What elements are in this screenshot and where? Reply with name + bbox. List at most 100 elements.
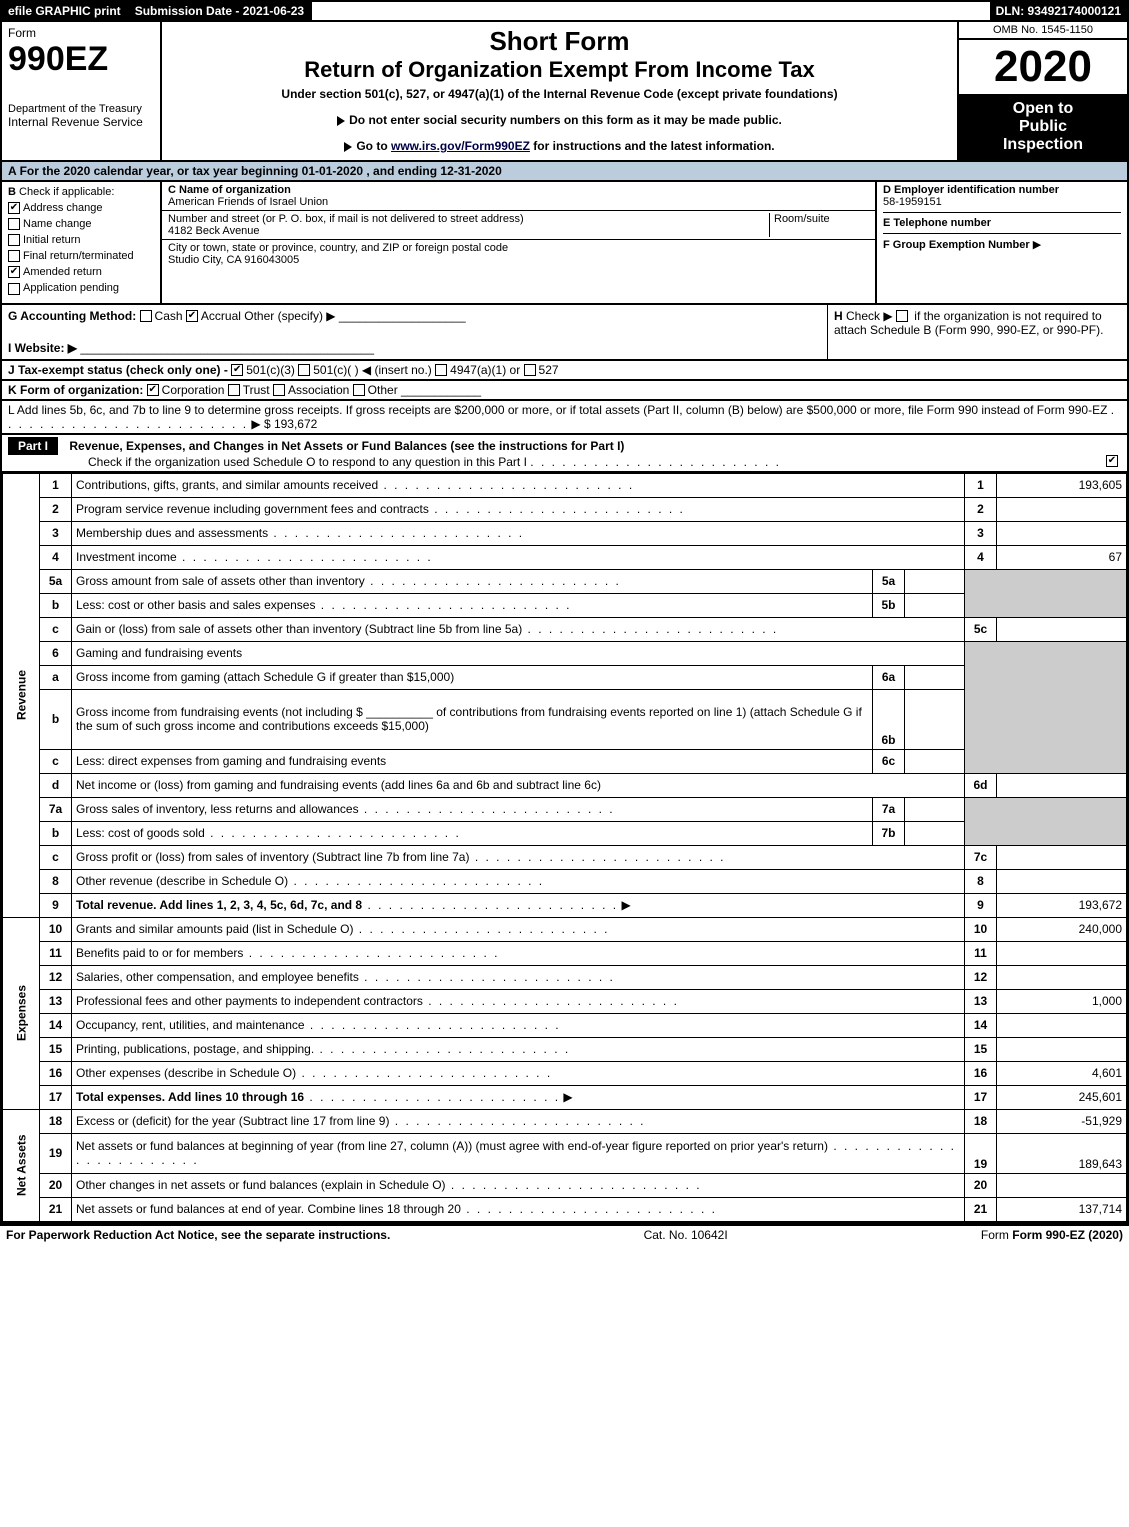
tax-year: 2020 <box>959 40 1127 94</box>
chk-501c[interactable] <box>298 364 310 376</box>
lbl-address-change: Address change <box>23 202 103 214</box>
ln13-text: Professional fees and other payments to … <box>76 994 423 1008</box>
ln20-num: 20 <box>40 1173 72 1197</box>
chk-527[interactable] <box>524 364 536 376</box>
open2: Public <box>961 118 1125 136</box>
ln5c-text: Gain or (loss) from sale of assets other… <box>76 622 522 636</box>
irs-link[interactable]: www.irs.gov/Form990EZ <box>391 139 530 153</box>
ln7a-text: Gross sales of inventory, less returns a… <box>76 802 359 816</box>
chk-schedule-o[interactable] <box>1106 455 1118 467</box>
col-b-checkboxes: B Check if applicable: Address change Na… <box>2 182 162 303</box>
chk-assoc[interactable] <box>273 384 285 396</box>
row-j: J Tax-exempt status (check only one) - 5… <box>0 361 1129 381</box>
ln18-amt: -51,929 <box>997 1109 1127 1133</box>
chk-4947[interactable] <box>435 364 447 376</box>
ln2-amt <box>997 497 1127 521</box>
ln18-num-r: 18 <box>965 1109 997 1133</box>
chk-final-return[interactable] <box>8 250 20 262</box>
ln7a-num: 7a <box>40 797 72 821</box>
ln16-amt: 4,601 <box>997 1061 1127 1085</box>
ln6c-num: c <box>40 749 72 773</box>
ln6c-sub: 6c <box>873 749 905 773</box>
vlabel-netassets: Net Assets <box>3 1109 40 1221</box>
ln7a-sub: 7a <box>873 797 905 821</box>
form-number: 990EZ <box>8 40 154 79</box>
chk-accrual[interactable] <box>186 310 198 322</box>
ln6b-text: Gross income from fundraising events (no… <box>76 705 363 719</box>
ln5c-amt <box>997 617 1127 641</box>
ln2-num: 2 <box>40 497 72 521</box>
ln5a-subval <box>905 569 965 593</box>
ln8-num-r: 8 <box>965 869 997 893</box>
chk-501c3[interactable] <box>231 364 243 376</box>
ln20-num-r: 20 <box>965 1173 997 1197</box>
chk-name-change[interactable] <box>8 218 20 230</box>
ln15-text: Printing, publications, postage, and shi… <box>76 1042 314 1056</box>
ln19-text: Net assets or fund balances at beginning… <box>76 1139 828 1153</box>
ln11-num-r: 11 <box>965 941 997 965</box>
ln7b-sub: 7b <box>873 821 905 845</box>
title-block: Form 990EZ Department of the Treasury In… <box>0 22 1129 162</box>
chk-amended-return[interactable] <box>8 266 20 278</box>
ln16-text: Other expenses (describe in Schedule O) <box>76 1066 296 1080</box>
b-header: Check if applicable: <box>19 186 114 198</box>
ln1-num: 1 <box>40 473 72 497</box>
ln8-amt <box>997 869 1127 893</box>
omb-number: OMB No. 1545-1150 <box>959 22 1127 40</box>
ln6c-text: Less: direct expenses from gaming and fu… <box>76 754 386 768</box>
ln11-num: 11 <box>40 941 72 965</box>
ln1-amt: 193,605 <box>997 473 1127 497</box>
footer-right: Form 990-EZ (2020) <box>1012 1228 1123 1242</box>
ln6c-subval <box>905 749 965 773</box>
chk-other-org[interactable] <box>353 384 365 396</box>
chk-application-pending[interactable] <box>8 283 20 295</box>
ln6a-num: a <box>40 665 72 689</box>
ln8-num: 8 <box>40 869 72 893</box>
ln8-text: Other revenue (describe in Schedule O) <box>76 874 288 888</box>
c-street-label: Number and street (or P. O. box, if mail… <box>168 213 769 225</box>
ln10-amt: 240,000 <box>997 917 1127 941</box>
ln4-amt: 67 <box>997 545 1127 569</box>
ln3-text: Membership dues and assessments <box>76 526 268 540</box>
part-i-badge: Part I <box>8 437 58 455</box>
f-group-label: F Group Exemption Number <box>883 239 1030 251</box>
ln6a-subval <box>905 665 965 689</box>
ln21-num-r: 21 <box>965 1197 997 1221</box>
ln6a-sub: 6a <box>873 665 905 689</box>
row-a-tax-year: A For the 2020 calendar year, or tax yea… <box>0 162 1129 182</box>
header-grid: B Check if applicable: Address change Na… <box>0 182 1129 305</box>
form-id-block: Form 990EZ Department of the Treasury In… <box>2 22 162 160</box>
c-room-label: Room/suite <box>769 213 869 237</box>
j-opt-527: 527 <box>539 363 559 377</box>
ln12-amt <box>997 965 1127 989</box>
ln21-text: Net assets or fund balances at end of ye… <box>76 1202 461 1216</box>
ln10-text: Grants and similar amounts paid (list in… <box>76 922 353 936</box>
chk-h[interactable] <box>896 310 908 322</box>
efile-cell[interactable]: efile GRAPHIC print <box>2 2 129 20</box>
irs-label: Internal Revenue Service <box>8 115 154 129</box>
return-of-title: Return of Organization Exempt From Incom… <box>168 57 951 83</box>
ln6d-num: d <box>40 773 72 797</box>
k-opt-assoc: Association <box>288 383 349 397</box>
chk-trust[interactable] <box>228 384 240 396</box>
ln5a-sub: 5a <box>873 569 905 593</box>
ln12-num-r: 12 <box>965 965 997 989</box>
chk-address-change[interactable] <box>8 202 20 214</box>
chk-initial-return[interactable] <box>8 234 20 246</box>
short-form-title: Short Form <box>168 26 951 57</box>
ln14-num: 14 <box>40 1013 72 1037</box>
l-amount: $ 193,672 <box>264 417 317 431</box>
ln21-amt: 137,714 <box>997 1197 1127 1221</box>
row-k: K Form of organization: Corporation Trus… <box>0 381 1129 401</box>
chk-corp[interactable] <box>147 384 159 396</box>
i-website-label: I Website: ▶ <box>8 341 77 355</box>
ln9-num: 9 <box>40 893 72 917</box>
ln6b-subval <box>905 689 965 749</box>
ln15-amt <box>997 1037 1127 1061</box>
ln7b-subval <box>905 821 965 845</box>
ln20-amt <box>997 1173 1127 1197</box>
ln5b-subval <box>905 593 965 617</box>
chk-cash[interactable] <box>140 310 152 322</box>
ln21-num: 21 <box>40 1197 72 1221</box>
j-opt-501c: 501(c)( ) ◀ (insert no.) <box>313 363 432 377</box>
